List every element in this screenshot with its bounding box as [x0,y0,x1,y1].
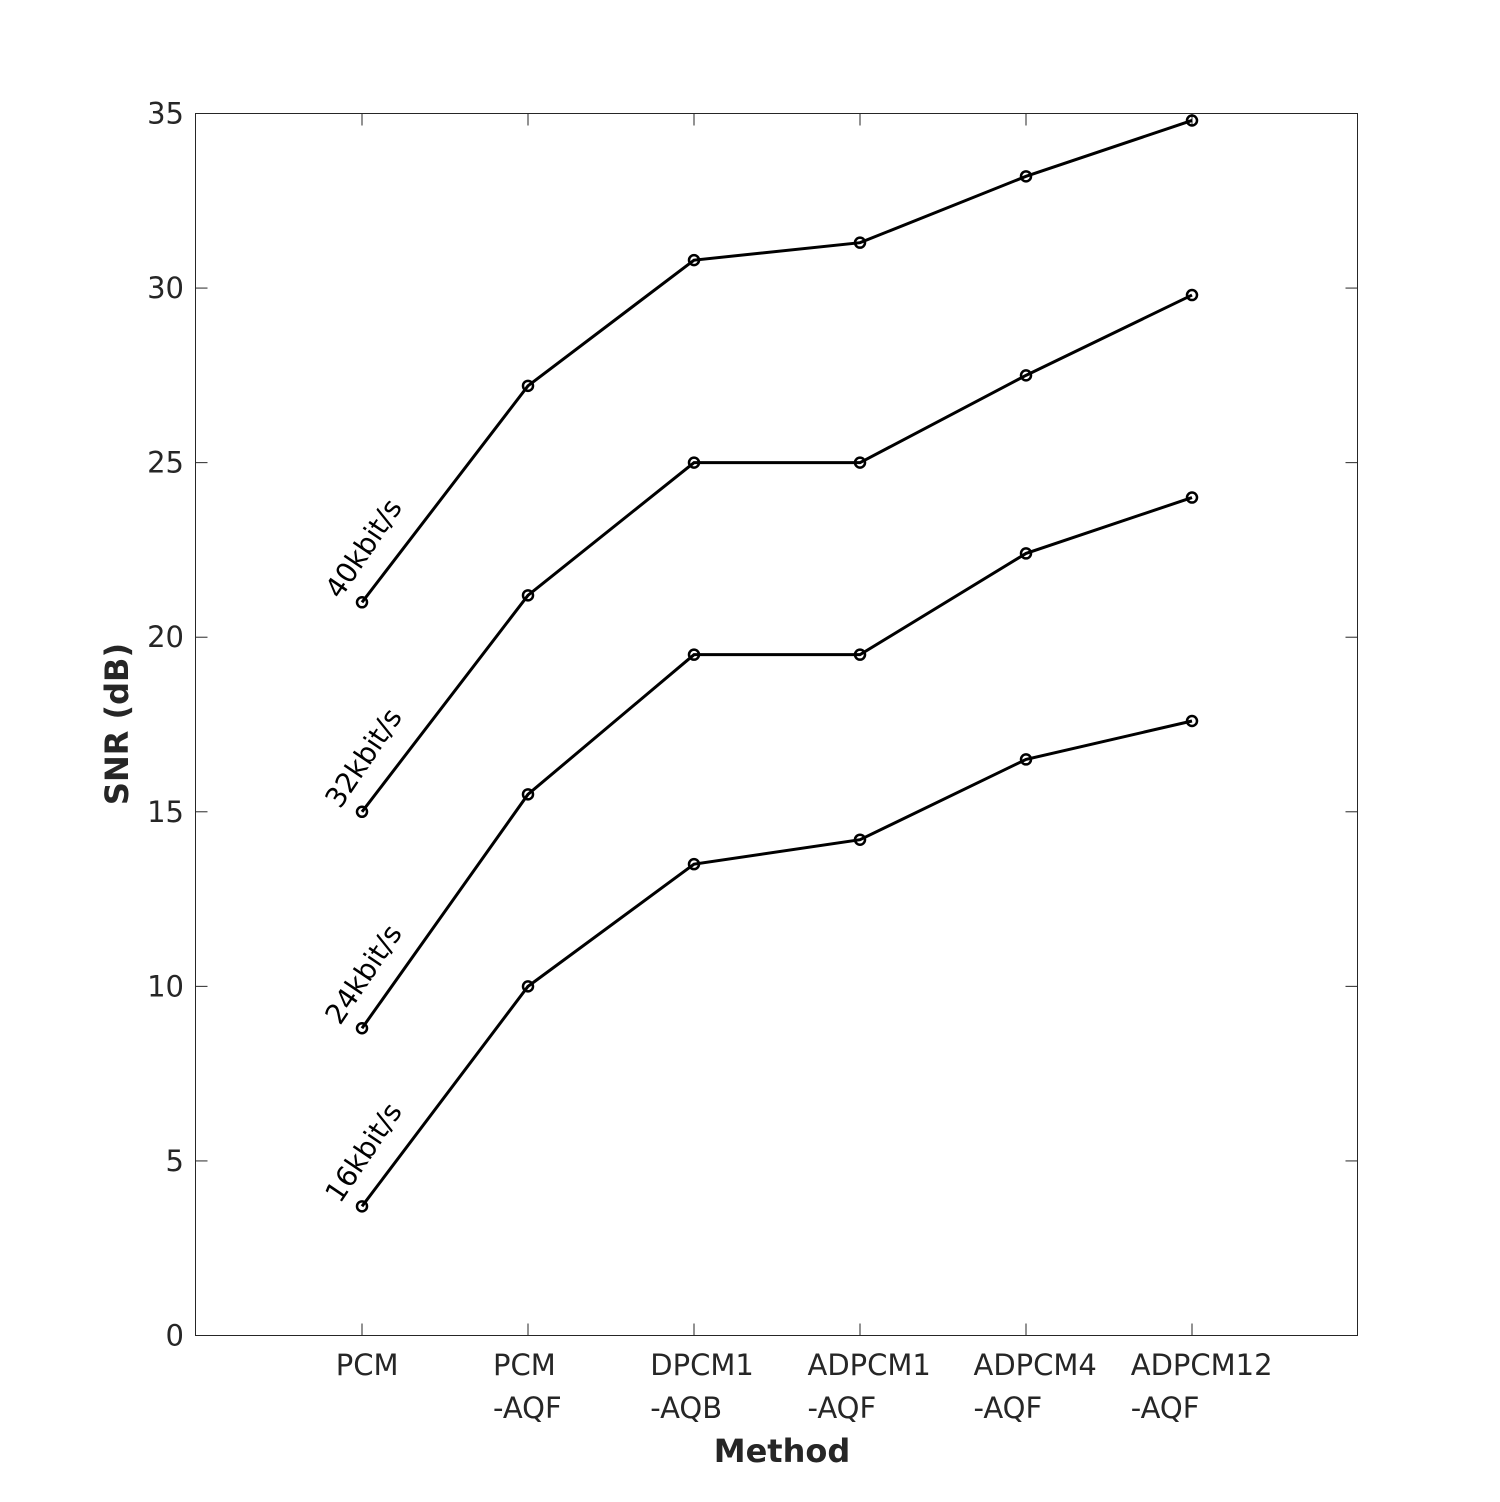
y-tick-label-25: 25 [147,446,184,480]
y-tick-label-0: 0 [166,1319,184,1353]
y-axis: 0 5 10 15 20 25 30 35 [147,97,1358,1353]
data-point-16kbit-s-1 [521,980,535,993]
y-tick-label-30: 30 [147,271,184,305]
data-point-40kbit-s-5 [1185,114,1199,127]
y-tick-label-15: 15 [147,795,184,829]
series-line-40kbit-s [360,119,1193,604]
series-label-40kbit-s: 40kbit/s [318,493,408,605]
y-axis-title: SNR (dB) [98,643,136,805]
data-point-24kbit-s-4 [1019,547,1033,560]
y-tick-label-20: 20 [147,620,184,654]
data-point-16kbit-s-3 [853,833,867,846]
data-point-24kbit-s-1 [521,788,535,801]
data-point-16kbit-s-5 [1185,714,1199,728]
data-point-32kbit-s-0 [355,805,369,819]
series-line-32kbit-s [360,293,1193,813]
y-tick-label-10: 10 [147,969,184,1003]
series-line-16kbit-s [360,719,1193,1208]
series-label-32kbit-s: 32kbit/s [318,702,408,814]
x-tick-label-adpcm1-aqf-line1: ADPCM1 [808,1348,931,1382]
x-axis: PCM PCM -AQF DPCM1 -AQB ADPCM1 -AQF ADPCM4 -AQF A… [336,113,1273,1425]
data-point-32kbit-s-3 [853,456,867,469]
x-tick-label-adpcm12-aqf-line2: -AQF [1131,1391,1200,1425]
data-point-40kbit-s-3 [853,236,867,249]
x-tick-label-pcm-aqf-line1: PCM [493,1348,556,1382]
data-point-32kbit-s-5 [1185,288,1199,302]
data-point-40kbit-s-2 [687,253,701,267]
data-point-32kbit-s-1 [521,589,535,602]
data-point-24kbit-s-2 [687,648,701,661]
series-label-16kbit-s: 16kbit/s [318,1097,408,1209]
data-point-16kbit-s-2 [687,857,701,871]
data-point-32kbit-s-2 [687,456,701,469]
data-point-32kbit-s-4 [1019,369,1033,382]
data-point-16kbit-s-0 [355,1200,369,1213]
data-point-24kbit-s-5 [1185,491,1199,504]
data-point-24kbit-s-3 [853,648,867,661]
x-tick-label-pcm-aqf-line2: -AQF [493,1391,562,1425]
x-axis-title: Method [714,1432,851,1470]
x-tick-label-dpcm1-aqb-line1: DPCM1 [650,1348,754,1382]
data-point-24kbit-s-0 [355,1022,369,1035]
x-tick-label-dpcm1-aqb-line2: -AQB [650,1391,722,1425]
x-tick-label-adpcm1-aqf-line2: -AQF [808,1391,877,1425]
y-tick-label-5: 5 [166,1144,184,1178]
data-point-40kbit-s-1 [521,379,535,393]
x-tick-label-adpcm12-aqf-line1: ADPCM12 [1131,1348,1273,1382]
series-line-24kbit-s [360,496,1193,1030]
series-label-24kbit-s: 24kbit/s [318,919,408,1031]
x-tick-label-adpcm4-aqf-line1: ADPCM4 [974,1348,1097,1382]
series-group: 40kbit/s 32kbit/s 24kbit/s 16kbit/s [318,114,1199,1213]
plot-frame [195,113,1358,1336]
x-tick-label-adpcm4-aqf-line2: -AQF [974,1391,1043,1425]
data-point-16kbit-s-4 [1019,753,1033,766]
x-tick-label-pcm-line1: PCM [336,1348,399,1382]
y-tick-label-35: 35 [147,97,184,131]
data-point-40kbit-s-0 [355,596,369,609]
data-point-40kbit-s-4 [1019,170,1033,183]
